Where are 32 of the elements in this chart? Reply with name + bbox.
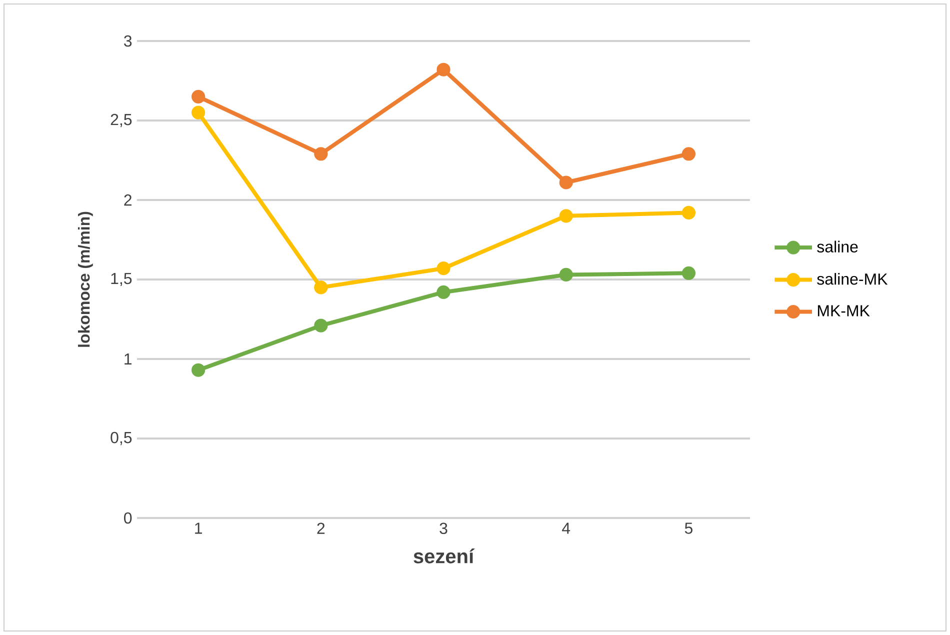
legend-label: saline-MK [817,272,888,285]
x-tick-label: 2 [317,522,325,534]
y-tick-label: 1 [124,353,132,364]
point [682,147,696,161]
point [314,280,328,294]
x-tick-label: 1 [195,522,202,534]
y-tick-label: 1,5 [111,272,132,286]
point [682,206,696,220]
legend-label: saline [817,240,858,252]
point [436,62,450,76]
point [682,266,696,280]
point [559,268,573,282]
x-tick-label: 3 [440,522,448,534]
y-axis-title: lokomoce (m/min) [78,212,93,347]
y-tick-label: 2,5 [110,114,132,128]
y-tick-label: 2 [124,194,132,206]
y-tick-label: 0,5 [110,432,132,446]
y-tick-label: 0 [124,512,132,524]
point [314,147,328,161]
x-tick-label: 5 [684,522,692,534]
point [436,285,450,300]
point [192,90,206,104]
point [559,176,573,190]
y-tick-label: 3 [124,35,132,47]
point [192,363,206,377]
point [436,262,450,276]
point [192,106,206,120]
point [314,318,328,332]
x-tick-label: 4 [562,522,570,534]
point [559,209,573,223]
legend-label: MK-MK [818,305,870,316]
x-axis-title: sezení [414,548,475,564]
